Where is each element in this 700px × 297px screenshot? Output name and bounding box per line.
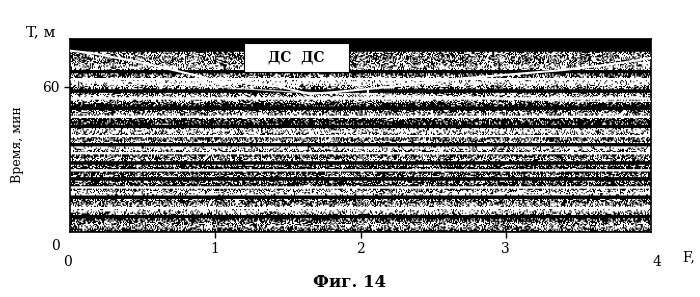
Text: T, м: T, м — [27, 25, 56, 39]
Text: 0: 0 — [51, 239, 60, 253]
Text: 0: 0 — [63, 255, 71, 269]
FancyBboxPatch shape — [244, 43, 349, 72]
Text: Время, мин: Время, мин — [11, 106, 25, 183]
Text: Фиг. 14: Фиг. 14 — [314, 274, 386, 291]
Text: F, Гц: F, Гц — [683, 251, 700, 265]
Text: 4: 4 — [652, 255, 661, 269]
Text: ДС  ДС: ДС ДС — [268, 51, 325, 65]
